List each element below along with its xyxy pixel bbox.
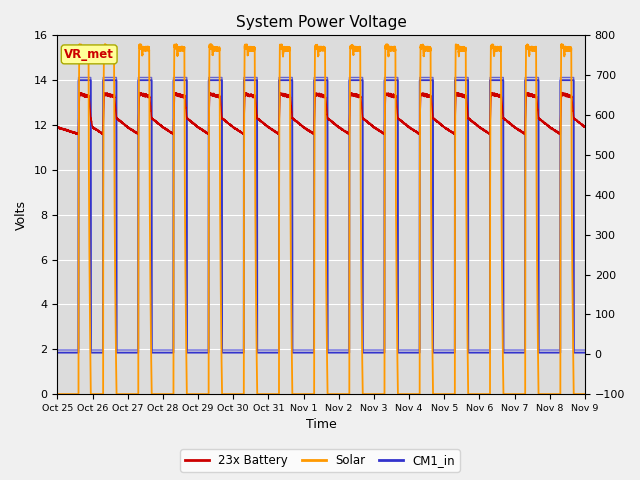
Legend: 23x Battery, Solar, CM1_in: 23x Battery, Solar, CM1_in — [180, 449, 460, 472]
Y-axis label: Volts: Volts — [15, 200, 28, 230]
Text: VR_met: VR_met — [64, 48, 114, 61]
Title: System Power Voltage: System Power Voltage — [236, 15, 406, 30]
X-axis label: Time: Time — [306, 419, 337, 432]
